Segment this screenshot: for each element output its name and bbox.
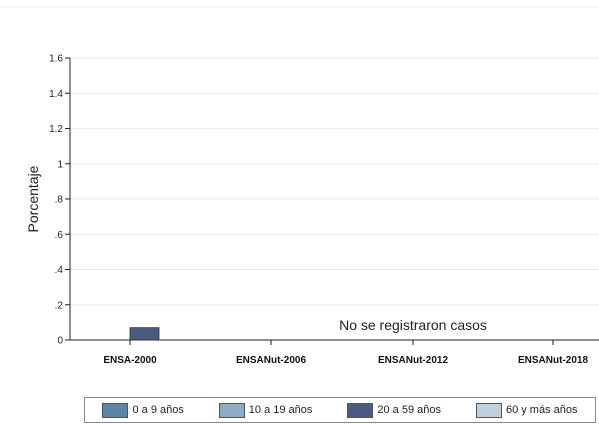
y-tick-label-3: .6 [55, 230, 64, 241]
legend-label-2: 20 a 59 años [377, 404, 441, 416]
legend-swatch-2 [347, 402, 374, 418]
annotation-0: No se registraron casos [339, 317, 487, 333]
x-tick-label-1: ENSANut-2006 [236, 355, 306, 366]
axes [65, 57, 599, 345]
legend-label-3: 60 y más años [505, 404, 578, 416]
legend-label-1: 10 a 19 años [248, 404, 313, 416]
chart-legend: 0 a 9 años 10 a 19 años 20 a 59 años 60 y m… [84, 397, 596, 423]
y-tick-label-6: 1.2 [49, 124, 63, 135]
y-tick-label-8: 1.6 [49, 54, 63, 65]
legend-swatch-1 [218, 402, 245, 418]
legend-item-1: 10 a 19 años [218, 402, 313, 418]
legend-item-3: 60 y más años [475, 402, 578, 418]
y-tick-label-4: .8 [55, 195, 64, 206]
legend-swatch-0 [102, 402, 129, 418]
legend-label-0: 0 a 9 años [132, 404, 184, 416]
y-tick-label-1: .2 [55, 300, 64, 311]
legend-item-0: 0 a 9 años [102, 402, 184, 418]
bar-0-2 [129, 327, 160, 341]
x-tick-label-3: ENSANut-2018 [518, 355, 588, 366]
legend-item-2: 20 a 59 años [347, 402, 441, 418]
y-tick-label-0: 0 [57, 336, 63, 347]
gridlines [0, 6, 599, 306]
y-tick-label-2: .4 [55, 265, 64, 276]
labels: 0 .2 .4 .6 .8 1 1.2 1.4 1.6 Porcentaje ENSA-2000 EN… [25, 54, 588, 367]
x-tick-label-2: ENSANut-2012 [378, 355, 448, 366]
bars [129, 327, 160, 341]
y-axis-label: Porcentaje [25, 165, 41, 232]
y-tick-label-5: 1 [57, 159, 63, 170]
y-tick-label-7: 1.4 [49, 89, 63, 100]
x-tick-label-0: ENSA-2000 [103, 355, 157, 366]
legend-swatch-3 [475, 402, 502, 418]
